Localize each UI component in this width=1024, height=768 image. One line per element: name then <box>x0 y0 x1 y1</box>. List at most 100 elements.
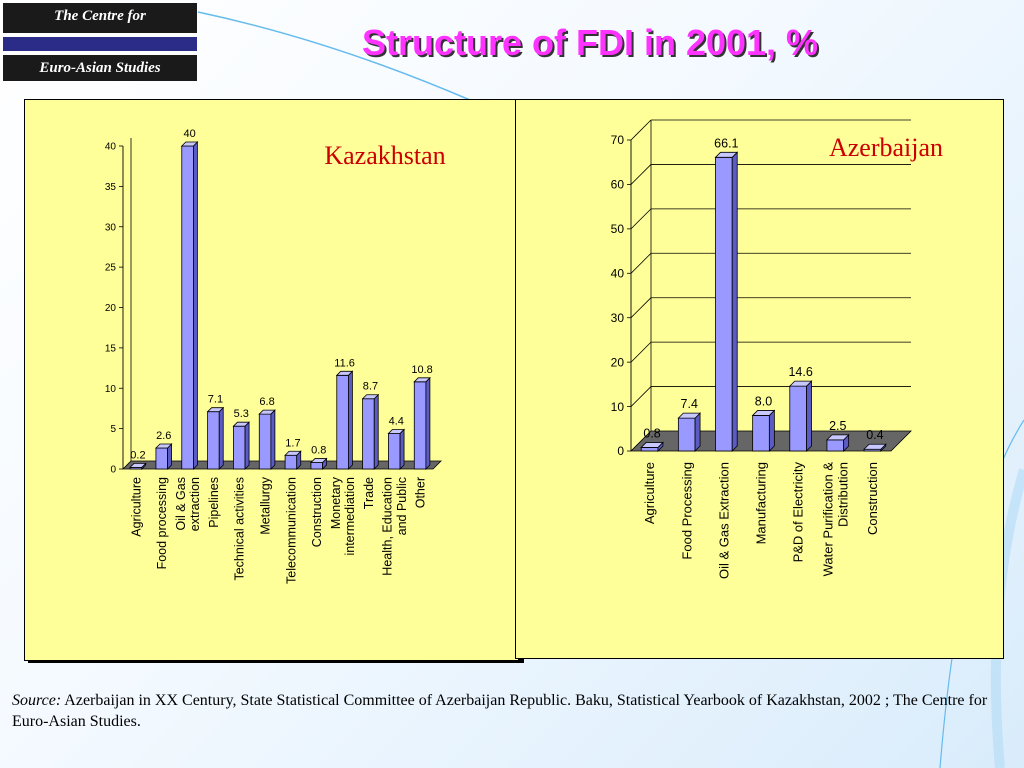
bar-side <box>192 141 198 470</box>
bar-side <box>768 409 775 452</box>
y-tick-label: 30 <box>105 222 117 233</box>
bar-face <box>640 447 659 452</box>
bar-face <box>155 447 168 470</box>
bar-side <box>270 409 276 470</box>
category-label: and Public <box>395 477 409 535</box>
bar-12 <box>413 376 431 470</box>
bar-top <box>863 443 887 450</box>
gridline-diag <box>630 341 652 363</box>
gridline-diag <box>630 208 652 230</box>
gridline-diag <box>630 297 652 318</box>
chart-title: Azerbaijan <box>829 133 943 162</box>
bar-7 <box>863 443 887 452</box>
bar-top <box>309 458 328 463</box>
bar-face <box>715 156 733 452</box>
chart-title: Kazakhstan <box>324 141 445 170</box>
data-label: 14.6 <box>788 365 812 379</box>
y-tick-label: 40 <box>105 142 117 153</box>
bar-6 <box>825 433 850 452</box>
gridline-diag <box>630 119 652 141</box>
bar-top <box>677 412 702 419</box>
y-tick-label: 10 <box>611 400 625 414</box>
source-text: Azerbaijan in XX Century, State Statisti… <box>12 692 988 730</box>
bar-face <box>826 439 845 452</box>
slide-title: Structure of FDI in 2001, % <box>361 22 819 63</box>
source-note: Source: Azerbaijan in XX Century, State … <box>12 690 1012 732</box>
bar-3 <box>714 151 739 452</box>
data-label: 8.0 <box>755 394 772 408</box>
y-tick-label: 25 <box>105 263 117 274</box>
data-label: 2.6 <box>156 430 171 442</box>
category-label: Monetary <box>329 476 343 529</box>
category-label: intermediation <box>343 477 357 556</box>
category-label: Metallurgy <box>258 476 272 534</box>
bar-top <box>335 370 354 376</box>
bar-face <box>207 411 220 470</box>
category-label: Construction <box>865 462 880 535</box>
category-label: P&D of Electricity <box>791 462 806 563</box>
data-label: 10.8 <box>411 364 432 376</box>
data-label: 6.8 <box>259 396 274 408</box>
data-label: 2.5 <box>829 419 846 433</box>
bar-top <box>284 450 302 456</box>
bar-top <box>387 429 406 434</box>
centre-logo: The Centre for Euro-Asian Studies <box>3 3 197 81</box>
bar-2 <box>677 412 702 452</box>
bar-face <box>789 385 807 452</box>
bar-face <box>752 415 770 452</box>
bar-4 <box>206 406 225 470</box>
bar-top <box>129 462 147 468</box>
category-label: Oil & Gas Extraction <box>716 462 731 579</box>
category-label: Trade <box>362 477 376 509</box>
data-label: 0.4 <box>866 428 883 442</box>
bar-side <box>694 412 701 452</box>
data-label: 8.7 <box>363 381 378 393</box>
bar-face <box>336 374 349 470</box>
y-tick-label: 35 <box>105 182 117 193</box>
category-label: Telecommunication <box>284 477 298 584</box>
bar-10 <box>361 393 380 470</box>
bar-1 <box>640 441 664 452</box>
y-tick-label: 50 <box>611 222 625 236</box>
bar-top <box>788 380 813 387</box>
bar-side <box>373 393 379 470</box>
bar-top <box>361 394 380 400</box>
source-label: Source: <box>12 692 62 709</box>
category-label: Oil & Gas <box>174 477 188 531</box>
category-label: Agriculture <box>129 477 143 537</box>
y-tick-label: 10 <box>105 384 117 395</box>
bar-5 <box>232 421 251 470</box>
bar-side <box>347 370 353 470</box>
gridline-diag <box>630 164 652 185</box>
y-tick-label: 15 <box>105 343 117 354</box>
category-label: Pipelines <box>207 477 221 528</box>
y-tick-label: 70 <box>611 133 625 147</box>
chart-floor <box>122 460 442 470</box>
bar-top <box>825 434 850 441</box>
bar-side <box>218 406 224 470</box>
bar-top <box>751 410 776 416</box>
category-label: Food Processing <box>679 462 694 560</box>
bar-face <box>181 145 194 470</box>
y-tick-label: 40 <box>611 266 625 280</box>
bar-top <box>413 377 431 383</box>
category-label: Other <box>413 477 427 508</box>
bar-face <box>362 398 375 470</box>
bar-2 <box>154 443 173 470</box>
bar-4 <box>751 409 776 452</box>
bar-1 <box>129 462 147 470</box>
bar-top <box>206 407 225 413</box>
bar-face <box>388 433 401 470</box>
bar-8 <box>309 457 328 470</box>
y-tick-label: 20 <box>105 303 117 314</box>
data-label: 66.1 <box>714 136 738 150</box>
y-tick-label: 0 <box>110 465 116 476</box>
data-label: 0.2 <box>130 449 145 461</box>
category-label: Agriculture <box>642 462 657 524</box>
category-label: Distribution <box>835 462 850 527</box>
data-label: 0.8 <box>643 426 660 440</box>
bar-top <box>232 421 251 427</box>
kazakhstan-chart: 0 5 10 15 20 25 30 35 40 0.2 Agriculture 2.6 Food pr… <box>105 128 446 584</box>
y-tick-label: 0 <box>617 444 624 458</box>
bar-face <box>413 381 427 470</box>
